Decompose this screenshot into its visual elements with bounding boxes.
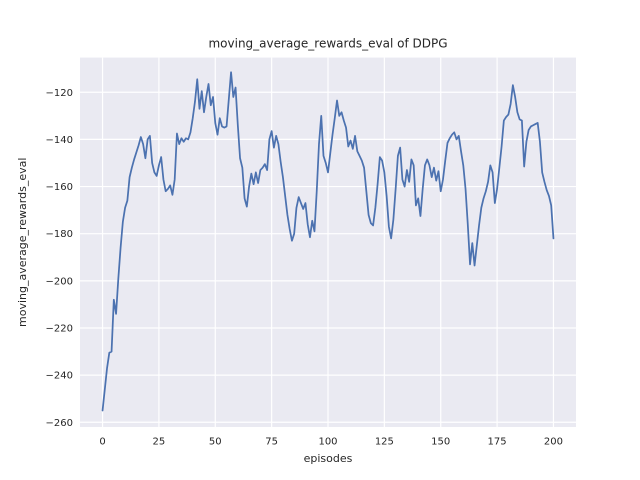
series-line-ddpg [101, 71, 555, 412]
x-tick-label: 25 [153, 437, 166, 448]
x-tick-label: 175 [488, 437, 507, 448]
x-tick-label: 125 [375, 437, 394, 448]
x-tick-label: 150 [431, 437, 450, 448]
y-tick-label: −220 [46, 323, 73, 334]
x-tick-label: 50 [209, 437, 222, 448]
y-tick-label: −200 [46, 276, 73, 287]
y-tick-label: −180 [46, 229, 73, 240]
y-tick-label: −260 [46, 418, 73, 429]
x-axis-tick-labels: 0 25 50 75 100 125 150 175 200 [99, 437, 563, 448]
chart-title: moving_average_rewards_eval of DDPG [208, 37, 447, 51]
x-tick-label: 75 [265, 437, 278, 448]
y-tick-label: −120 [46, 88, 73, 99]
x-tick-label: 100 [318, 437, 337, 448]
y-axis-label: moving_average_rewards_eval [16, 158, 29, 327]
y-axis-tick-labels: −120 −140 −160 −180 −200 −220 −240 −260 [46, 88, 73, 429]
x-tick-label: 200 [544, 437, 563, 448]
x-axis-label: episodes [304, 452, 353, 465]
x-tick-label: 0 [99, 437, 105, 448]
y-tick-label: −240 [46, 371, 73, 382]
y-tick-label: −160 [46, 182, 73, 193]
y-tick-label: −140 [46, 135, 73, 146]
